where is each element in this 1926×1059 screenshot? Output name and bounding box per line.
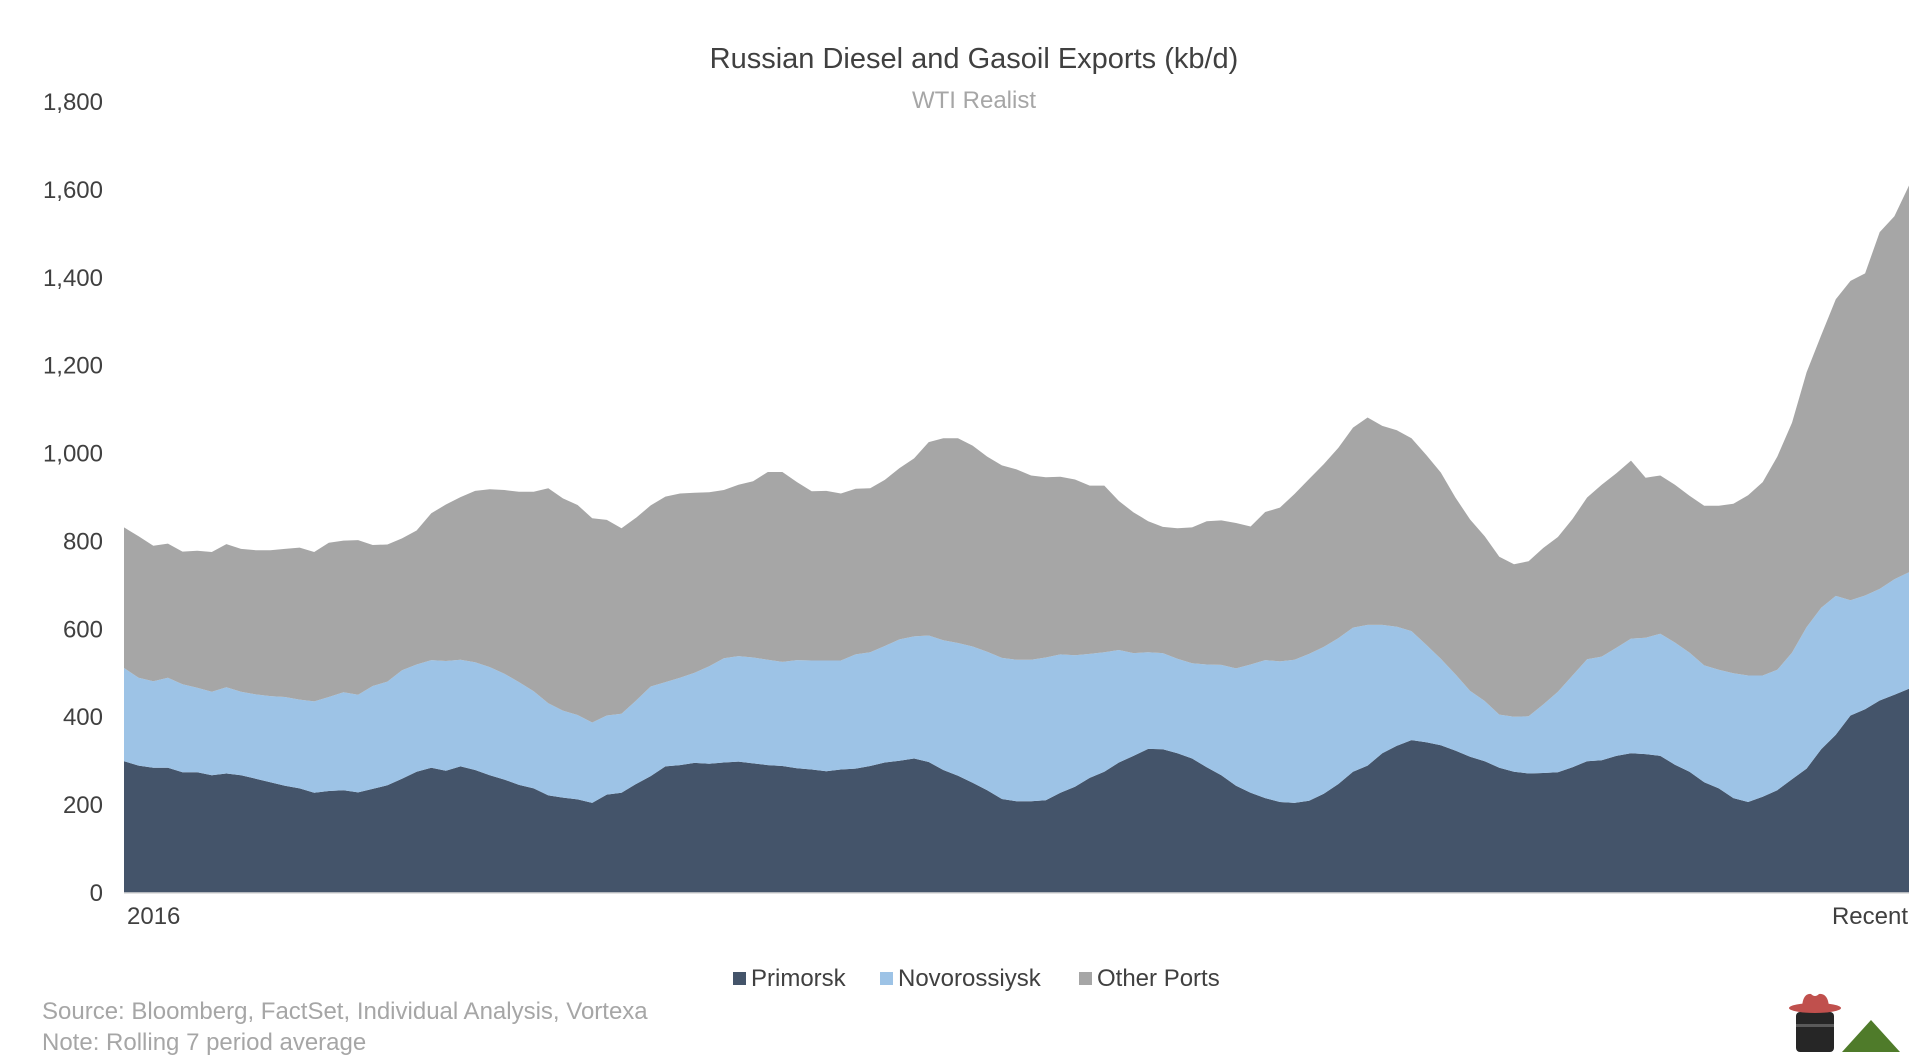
y-tick-label: 1,800: [43, 89, 103, 116]
y-axis: 0 200 400 600 800 1,000 1,200 1,400 1,600 1,800: [43, 89, 103, 907]
legend: Primorsk Novorossiysk Other Ports: [733, 965, 1220, 992]
hat-crown-icon: [1802, 993, 1829, 1007]
y-tick-label: 1,600: [43, 177, 103, 204]
y-tick-label: 800: [63, 528, 103, 555]
y-tick-label: 1,000: [43, 441, 103, 468]
legend-label-primorsk: Primorsk: [751, 965, 847, 992]
area-primorsk: [124, 688, 1909, 893]
barrel-band: [1796, 1024, 1834, 1027]
y-tick-label: 600: [63, 616, 103, 643]
barrel-icon: [1796, 1012, 1834, 1052]
y-tick-label: 400: [63, 704, 103, 731]
cowboy-hat-barrel-logo: [1789, 993, 1900, 1052]
legend-swatch-primorsk: [733, 972, 746, 985]
y-tick-label: 200: [63, 792, 103, 819]
y-tick-label: 1,400: [43, 265, 103, 292]
legend-label-other-ports: Other Ports: [1097, 965, 1220, 992]
area-novorossiysk: [124, 572, 1909, 803]
rolling-average-note: Note: Rolling 7 period average: [42, 1029, 366, 1056]
y-tick-label: 1,200: [43, 353, 103, 380]
plot-areas: [124, 185, 1909, 893]
source-note: Source: Bloomberg, FactSet, Individual A…: [42, 998, 648, 1025]
green-triangle-icon: [1842, 1020, 1900, 1052]
legend-swatch-other-ports: [1079, 972, 1092, 985]
x-tick-label-end: Recent: [1832, 903, 1908, 930]
x-tick-label-start: 2016: [127, 903, 180, 930]
y-tick-label: 0: [90, 880, 103, 907]
legend-label-novorossiysk: Novorossiysk: [898, 965, 1042, 992]
area-other-ports: [124, 185, 1909, 723]
legend-swatch-novorossiysk: [880, 972, 893, 985]
chart-subtitle: WTI Realist: [912, 87, 1036, 114]
chart-title: Russian Diesel and Gasoil Exports (kb/d): [710, 43, 1239, 75]
